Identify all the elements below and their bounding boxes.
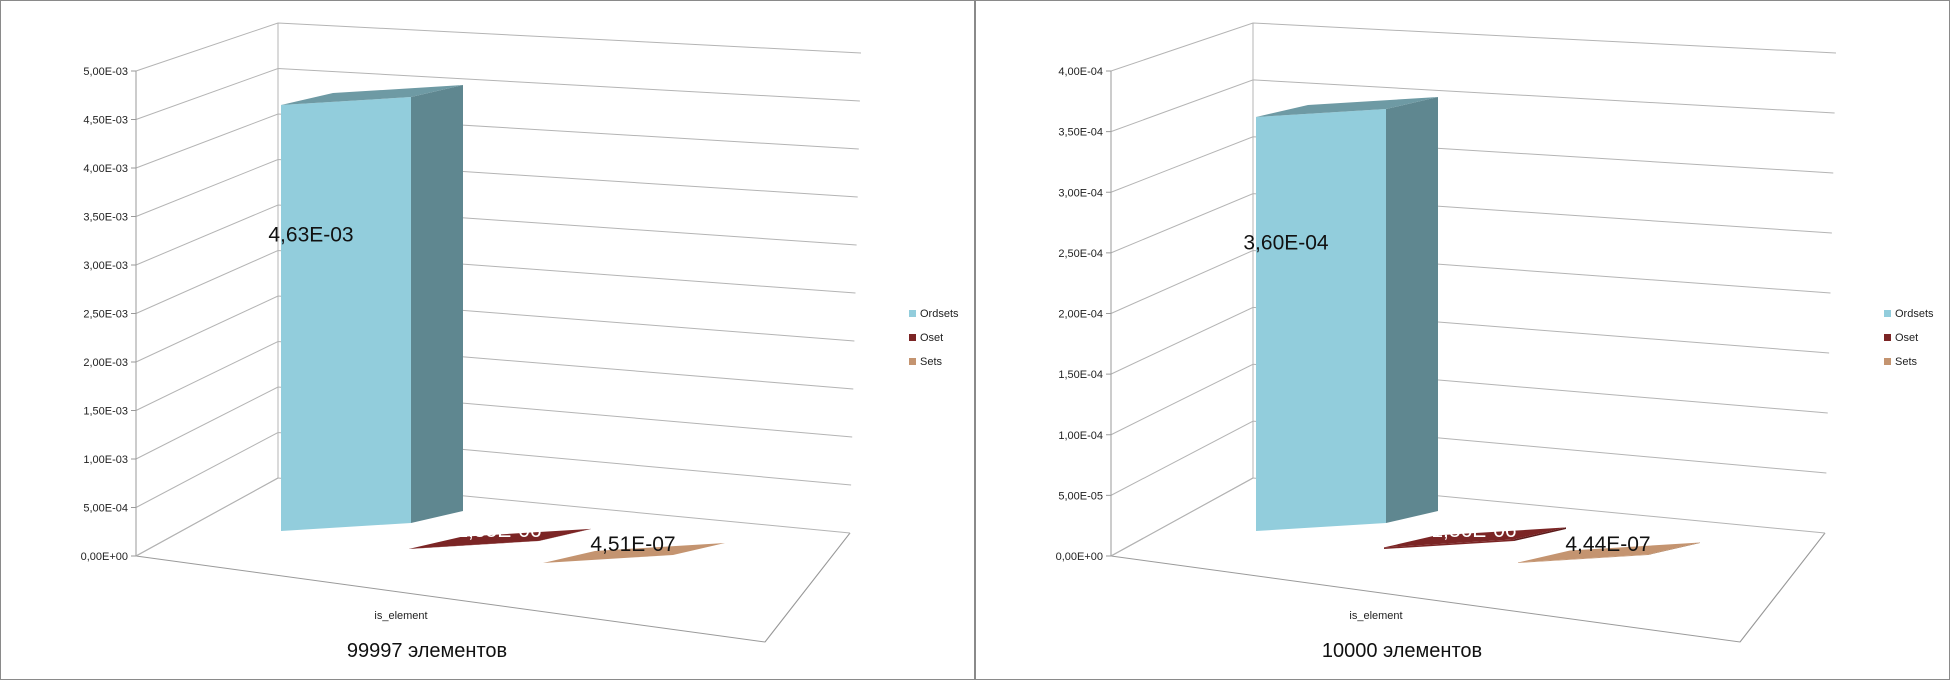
category-label: is_element xyxy=(374,610,427,622)
y-tick-label: 5,00E-03 xyxy=(83,66,128,78)
legend-swatch-oset xyxy=(909,334,916,341)
floor-right-edge xyxy=(1739,532,1826,643)
y-tick-label: 3,00E-03 xyxy=(83,260,128,272)
legend-swatch-oset xyxy=(1884,334,1891,341)
bar-front-sets xyxy=(1518,554,1648,563)
floor-right-edge xyxy=(764,532,851,643)
gridline xyxy=(135,295,855,363)
data-label-sets: 4,51E-07 xyxy=(590,533,675,556)
chart-panel-10000: 0,00E+00 5,00E-05 1,00E-04 1,50E-04 2,00E-04… xyxy=(975,0,1950,680)
gridline xyxy=(135,158,858,217)
gridline xyxy=(135,249,856,314)
bar-top-ordsets xyxy=(281,85,463,106)
gridline xyxy=(135,67,860,120)
gridline xyxy=(1110,22,1837,72)
legend-label-sets: Sets xyxy=(920,356,943,368)
gridline xyxy=(135,113,859,169)
y-tick-label: 0,00E+00 xyxy=(81,551,128,563)
bar-front-ordsets xyxy=(1256,109,1386,531)
bar-top-oset xyxy=(409,528,591,549)
data-label-oset: 1,85E-06 xyxy=(456,519,541,542)
y-tick-label: 4,00E-03 xyxy=(83,163,128,175)
chart-caption: 99997 элементов xyxy=(347,640,507,662)
y-tick-label: 2,00E-03 xyxy=(83,357,128,369)
y-tick-label: 3,00E-04 xyxy=(1058,187,1103,199)
chart-10000: 0,00E+00 5,00E-05 1,00E-04 1,50E-04 2,00E-04… xyxy=(1056,22,1934,662)
bar-side-oset xyxy=(1514,527,1566,541)
y-tick-label: 2,50E-03 xyxy=(83,309,128,321)
legend-label-ordsets: Ordsets xyxy=(1895,308,1934,320)
data-label-ordsets: 3,60E-04 xyxy=(1243,231,1329,254)
bar-top-sets xyxy=(543,542,725,563)
bar-top-oset xyxy=(1384,527,1566,548)
y-tick-label: 5,00E-04 xyxy=(83,503,128,515)
bar-front-oset xyxy=(409,540,539,549)
chart-99997: 0,00E+00 5,00E-04 1,00E-03 1,50E-03 2,00E-03… xyxy=(81,22,959,662)
y-tick-label: 1,50E-03 xyxy=(83,406,128,418)
bar-front-ordsets xyxy=(281,97,411,531)
gridline xyxy=(135,22,862,72)
y-tick-label: 1,00E-04 xyxy=(1058,430,1103,442)
gridline xyxy=(1110,193,1832,254)
legend-label-ordsets: Ordsets xyxy=(920,308,959,320)
chart-caption: 10000 элементов xyxy=(1322,640,1482,662)
bar-front-sets xyxy=(543,554,673,563)
legend-label-oset: Oset xyxy=(920,332,943,344)
floor-outline xyxy=(1110,532,1826,643)
bar-top-ordsets xyxy=(1256,97,1438,117)
y-tick-label: 0,00E+00 xyxy=(1056,551,1103,563)
bar-front-oset xyxy=(1384,539,1514,549)
gridline xyxy=(1110,363,1828,436)
bar-side-ordsets xyxy=(411,85,463,523)
y-tick-label: 1,00E-03 xyxy=(83,454,128,466)
gridline xyxy=(135,431,852,508)
bar-side-oset xyxy=(539,528,591,541)
gridline xyxy=(1110,306,1830,375)
bar-side-ordsets xyxy=(1386,97,1438,523)
floor-outline xyxy=(135,532,851,643)
category-label: is_element xyxy=(1349,610,1402,622)
y-tick-label: 4,50E-03 xyxy=(83,115,128,127)
gridline xyxy=(1110,249,1831,314)
gridline xyxy=(1110,79,1835,133)
y-tick-label: 4,00E-04 xyxy=(1058,66,1103,78)
legend-swatch-sets xyxy=(1884,358,1891,365)
gridline xyxy=(135,477,851,557)
gridline xyxy=(1110,136,1834,193)
y-tick-label: 1,50E-04 xyxy=(1058,369,1103,381)
bar-side-sets xyxy=(673,542,725,555)
legend-swatch-sets xyxy=(909,358,916,365)
y-tick-label: 3,50E-04 xyxy=(1058,127,1103,139)
y-tick-label: 2,50E-04 xyxy=(1058,248,1103,260)
gridline xyxy=(1110,477,1826,557)
legend-label-sets: Sets xyxy=(1895,356,1918,368)
gridline xyxy=(135,386,853,460)
data-label-oset: 1,36E-06 xyxy=(1431,519,1516,542)
data-label-ordsets: 4,63E-03 xyxy=(268,223,353,246)
chart-panel-99997: 0,00E+00 5,00E-04 1,00E-03 1,50E-03 2,00E-03… xyxy=(0,0,975,680)
bar-side-sets xyxy=(1648,542,1700,555)
legend-swatch-ordsets xyxy=(1884,310,1891,317)
bar-top-sets xyxy=(1518,542,1700,563)
legend-label-oset: Oset xyxy=(1895,332,1918,344)
y-tick-label: 2,00E-04 xyxy=(1058,309,1103,321)
gridline xyxy=(135,340,854,411)
data-label-sets: 4,44E-07 xyxy=(1565,533,1650,556)
gridline xyxy=(135,204,857,266)
gridline xyxy=(1110,420,1827,496)
legend-swatch-ordsets xyxy=(909,310,916,317)
y-tick-label: 3,50E-03 xyxy=(83,212,128,224)
y-tick-label: 5,00E-05 xyxy=(1058,490,1103,502)
